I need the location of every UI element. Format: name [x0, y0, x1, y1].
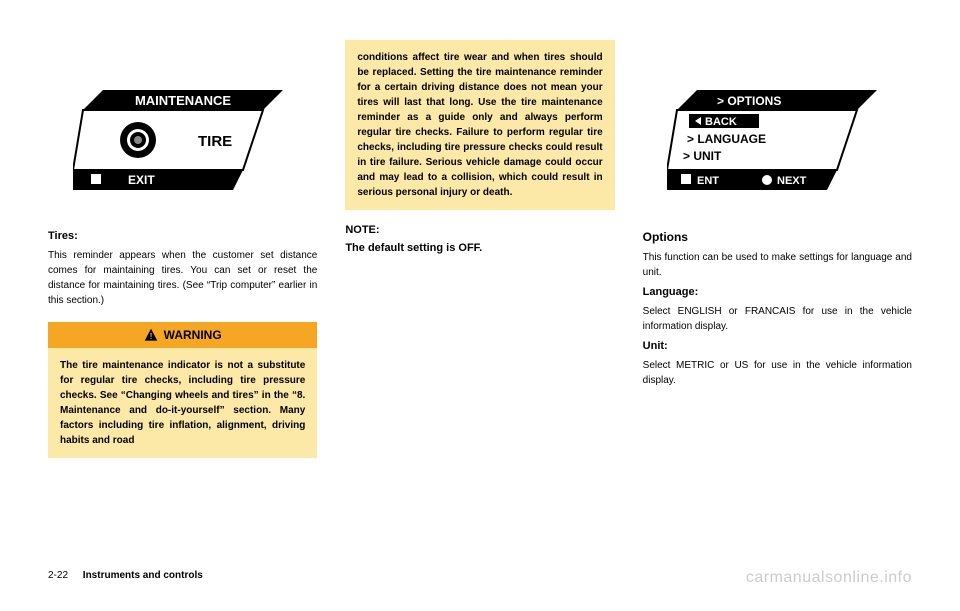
note-heading: NOTE:: [345, 224, 614, 236]
page-number: 2-22: [48, 570, 68, 581]
unit-body: Select METRIC or US for use in the vehic…: [643, 358, 912, 388]
language-heading: Language:: [643, 286, 912, 298]
language-body: Select ENGLISH or FRANCAIS for use in th…: [643, 304, 912, 334]
tires-body-text: This reminder appears when the customer …: [48, 248, 317, 308]
warning-continuation: conditions affect tire wear and when tir…: [345, 40, 614, 210]
warning-label: WARNING: [164, 328, 222, 342]
display-center-label: TIRE: [198, 133, 232, 150]
display-top-label: MAINTENANCE: [135, 93, 231, 108]
display-bottom-label: EXIT: [128, 173, 155, 187]
warning-triangle-icon: !: [144, 328, 158, 342]
unit-heading: Unit:: [643, 340, 912, 352]
maintenance-tire-display: MAINTENANCE TIRE EXIT: [48, 80, 317, 200]
options-bottom-right: NEXT: [777, 175, 807, 187]
options-line3: > LANGUAGE: [687, 132, 766, 146]
options-display-svg: > OPTIONS BACK > LANGUAGE > UNIT ENT NEX…: [667, 80, 887, 200]
warning-box: ! WARNING The tire maintenance indicator…: [48, 322, 317, 458]
page-footer: 2-22 Instruments and controls: [48, 570, 203, 581]
watermark: carmanualsonline.info: [746, 569, 912, 587]
tires-heading: Tires:: [48, 230, 317, 242]
warning-header: ! WARNING: [48, 322, 317, 348]
section-title: Instruments and controls: [83, 570, 203, 581]
options-bottom-left: ENT: [697, 175, 719, 187]
options-line4: > UNIT: [683, 149, 722, 163]
options-body: This function can be used to make settin…: [643, 250, 912, 280]
tire-display-svg: MAINTENANCE TIRE EXIT: [73, 80, 293, 200]
warning-body-text: The tire maintenance indicator is not a …: [48, 348, 317, 458]
options-heading: Options: [643, 230, 912, 244]
column-middle: conditions affect tire wear and when tir…: [345, 40, 614, 540]
options-line2: BACK: [705, 116, 737, 128]
svg-text:!: !: [149, 331, 152, 341]
options-display: > OPTIONS BACK > LANGUAGE > UNIT ENT NEX…: [643, 80, 912, 200]
column-right: > OPTIONS BACK > LANGUAGE > UNIT ENT NEX…: [643, 40, 912, 540]
options-line1: > OPTIONS: [717, 94, 781, 108]
note-body: The default setting is OFF.: [345, 242, 614, 254]
column-left: MAINTENANCE TIRE EXIT Tires: This remind…: [48, 40, 317, 540]
